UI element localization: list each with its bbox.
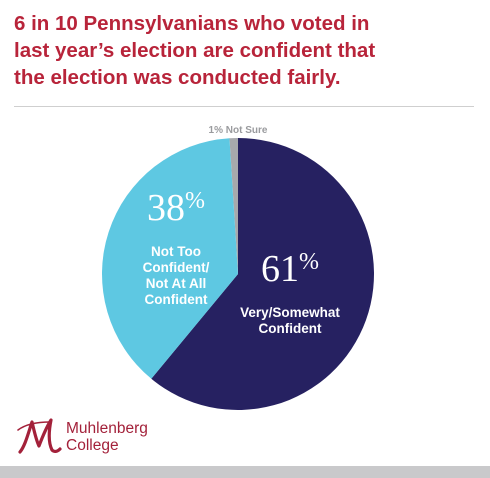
slice-label-confident-0: Very/Somewhat [240,305,340,320]
muhlenberg-logo: Muhlenberg College [16,416,196,456]
divider-rule [14,106,474,107]
slice-not-too-confident [102,138,238,379]
headline-line-1: 6 in 10 Pennsylvanians who voted in [14,12,370,35]
slice-not-sure [229,138,238,274]
headline: 6 in 10 Pennsylvanians who voted in last… [14,10,474,91]
footer-bar [0,466,490,478]
data-label-not-confident-pct: 38% [147,187,205,229]
data-label-confident-pct: 61% [261,248,319,290]
slice-label-not-confident-0: Not Too [151,244,201,259]
slice-label-not-confident-2: Not At All [146,276,207,291]
headline-line-2: last year’s election are confident that [14,39,376,62]
slice-label-confident-1: Confident [259,321,322,336]
pie-slices [102,138,375,410]
slice-label-not-confident-3: Confident [145,292,208,307]
logo-line-1: Muhlenberg [66,420,148,437]
slice-very-somewhat-confident [151,138,375,410]
logo-text: Muhlenberg College [66,420,148,454]
annotation-not-sure: 1% Not Sure [209,125,268,136]
muhlenberg-m-icon [17,418,62,454]
logo-line-2: College [66,437,119,454]
slice-label-not-confident-1: Confident/ [143,260,210,275]
headline-line-3: the election was conducted fairly. [14,66,341,89]
